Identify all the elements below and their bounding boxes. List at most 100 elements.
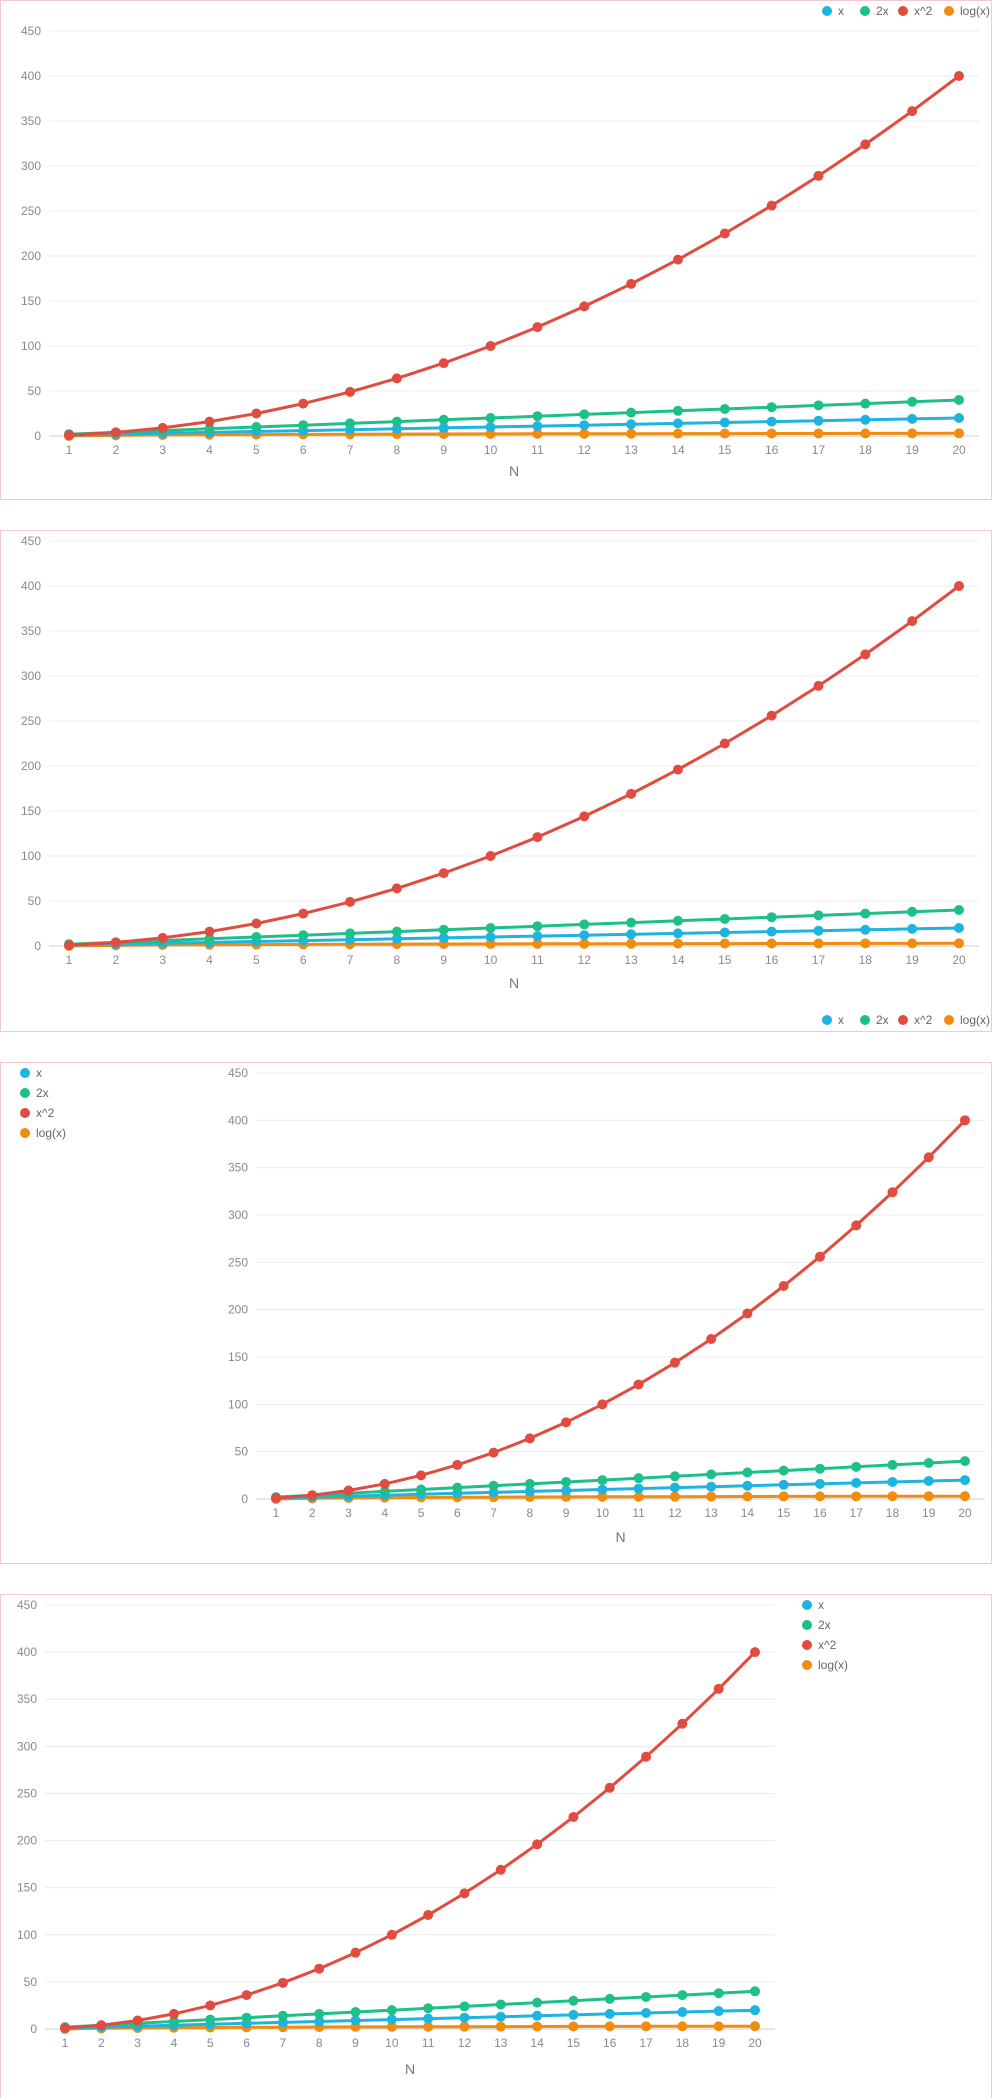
x-axis-label: N (509, 463, 519, 479)
data-point-x2 (241, 1990, 252, 2001)
data-point-2x (813, 910, 824, 921)
data-point-x2 (277, 1977, 288, 1988)
y-tick-label: 450 (17, 1598, 37, 1612)
data-point-2x (713, 1988, 724, 1999)
data-point-x2 (452, 1459, 463, 1470)
data-point-logx (907, 938, 918, 949)
series-line-x2 (68, 74, 960, 437)
series-line-x2 (68, 584, 960, 947)
data-point-x (719, 417, 730, 428)
y-tick-label: 0 (34, 429, 41, 443)
legend-marker (944, 1015, 954, 1025)
y-tick-label: 50 (24, 1975, 38, 1989)
data-point-x2 (96, 2020, 107, 2031)
data-point-logx (485, 938, 496, 949)
data-point-logx (860, 938, 871, 949)
chart-panel-1: 0 50 100 150 200 250 300 350 400 450 1 2 3 4 5 6 7 8 9 10 11… (0, 0, 992, 500)
data-point-x2 (495, 1864, 506, 1875)
data-point-x (923, 1476, 934, 1487)
x-tick-label: 18 (859, 443, 873, 457)
legend-marker (802, 1600, 812, 1610)
x-tick-label: 8 (316, 2036, 323, 2050)
y-tick-label: 100 (21, 339, 41, 353)
y-tick-label: 300 (228, 1208, 248, 1222)
data-point-x (750, 2005, 760, 2016)
data-point-logx (713, 2021, 724, 2032)
data-point-x2 (488, 1447, 499, 1458)
y-tick-label: 450 (21, 534, 41, 548)
legend-marker (822, 1015, 832, 1025)
data-point-2x (923, 1458, 934, 1469)
data-point-2x (391, 416, 402, 427)
data-point-x (860, 414, 871, 425)
x-tick-label: 13 (624, 953, 638, 967)
x-tick-label: 4 (381, 1506, 388, 1520)
data-point-x2 (813, 170, 824, 181)
data-point-x (907, 413, 918, 424)
data-point-x2 (677, 1718, 688, 1729)
data-point-x2 (561, 1417, 572, 1428)
data-point-x2 (345, 896, 356, 907)
y-tick-label: 300 (21, 669, 41, 683)
y-tick-label: 150 (17, 1881, 37, 1895)
data-point-x (641, 2007, 652, 2018)
x-tick-label: 14 (530, 2036, 544, 2050)
x-tick-label: 17 (812, 953, 826, 967)
data-point-x (597, 1484, 608, 1495)
data-point-x (706, 1481, 717, 1492)
x-tick-label: 8 (394, 443, 401, 457)
legend-label: x (818, 1598, 824, 1612)
data-point-2x (954, 395, 964, 405)
data-point-x2 (438, 358, 449, 369)
series-line-2x (64, 1989, 756, 2029)
data-point-x2 (204, 416, 215, 427)
data-point-x (423, 2013, 434, 2024)
x-tick-label: 19 (905, 443, 919, 457)
data-point-x (860, 924, 871, 935)
legend-label: x (838, 4, 844, 18)
x-tick-label: 1 (66, 443, 73, 457)
series-line-2x (68, 908, 960, 946)
series-line-logx (68, 941, 960, 948)
data-point-x2 (307, 1490, 318, 1501)
data-point-x (719, 927, 730, 938)
series-line-x2 (64, 1651, 757, 2030)
legend-label: x^2 (914, 1013, 933, 1027)
legend-marker (802, 1640, 812, 1650)
x-tick-label: 17 (639, 2036, 653, 2050)
data-point-x (851, 1477, 862, 1488)
y-tick-label: 450 (21, 24, 41, 38)
x-tick-label: 20 (748, 2036, 762, 2050)
data-point-logx (495, 2021, 506, 2032)
data-point-2x (168, 2016, 179, 2027)
x-tick-label: 6 (300, 443, 307, 457)
x-tick-label: 4 (171, 2036, 178, 2050)
data-point-x (778, 1479, 789, 1490)
y-tick-label: 200 (228, 1303, 248, 1317)
legend-label: 2x (876, 4, 889, 18)
x-tick-label: 11 (531, 443, 544, 457)
data-point-x (887, 1476, 898, 1487)
x-tick-label: 5 (418, 1506, 425, 1520)
data-point-x2 (851, 1220, 862, 1231)
data-point-x (766, 416, 777, 427)
legend-label: x^2 (914, 4, 933, 18)
data-point-x2 (907, 616, 918, 627)
data-point-x (568, 2009, 579, 2020)
legend-label: 2x (36, 1086, 49, 1100)
data-point-x2 (907, 106, 918, 117)
data-point-x (495, 2011, 506, 2022)
data-point-2x (277, 2010, 288, 2021)
series-line-x (275, 1478, 966, 1500)
legend-label: x^2 (36, 1106, 55, 1120)
data-point-logx (860, 428, 871, 439)
chart-panel-2: 0 50 100 150 200 250 300 350 400 450 1 2 3 4 5 6 7 8 9 10 11… (0, 530, 992, 1032)
legend-marker (898, 6, 908, 16)
data-point-2x (669, 1471, 680, 1482)
x-tick-label: 15 (777, 1506, 791, 1520)
data-point-logx (459, 2021, 470, 2032)
x-tick-label: 1 (62, 2036, 69, 2050)
y-tick-label: 250 (21, 714, 41, 728)
x-tick-label: 5 (253, 443, 260, 457)
data-point-2x (423, 2003, 434, 2014)
